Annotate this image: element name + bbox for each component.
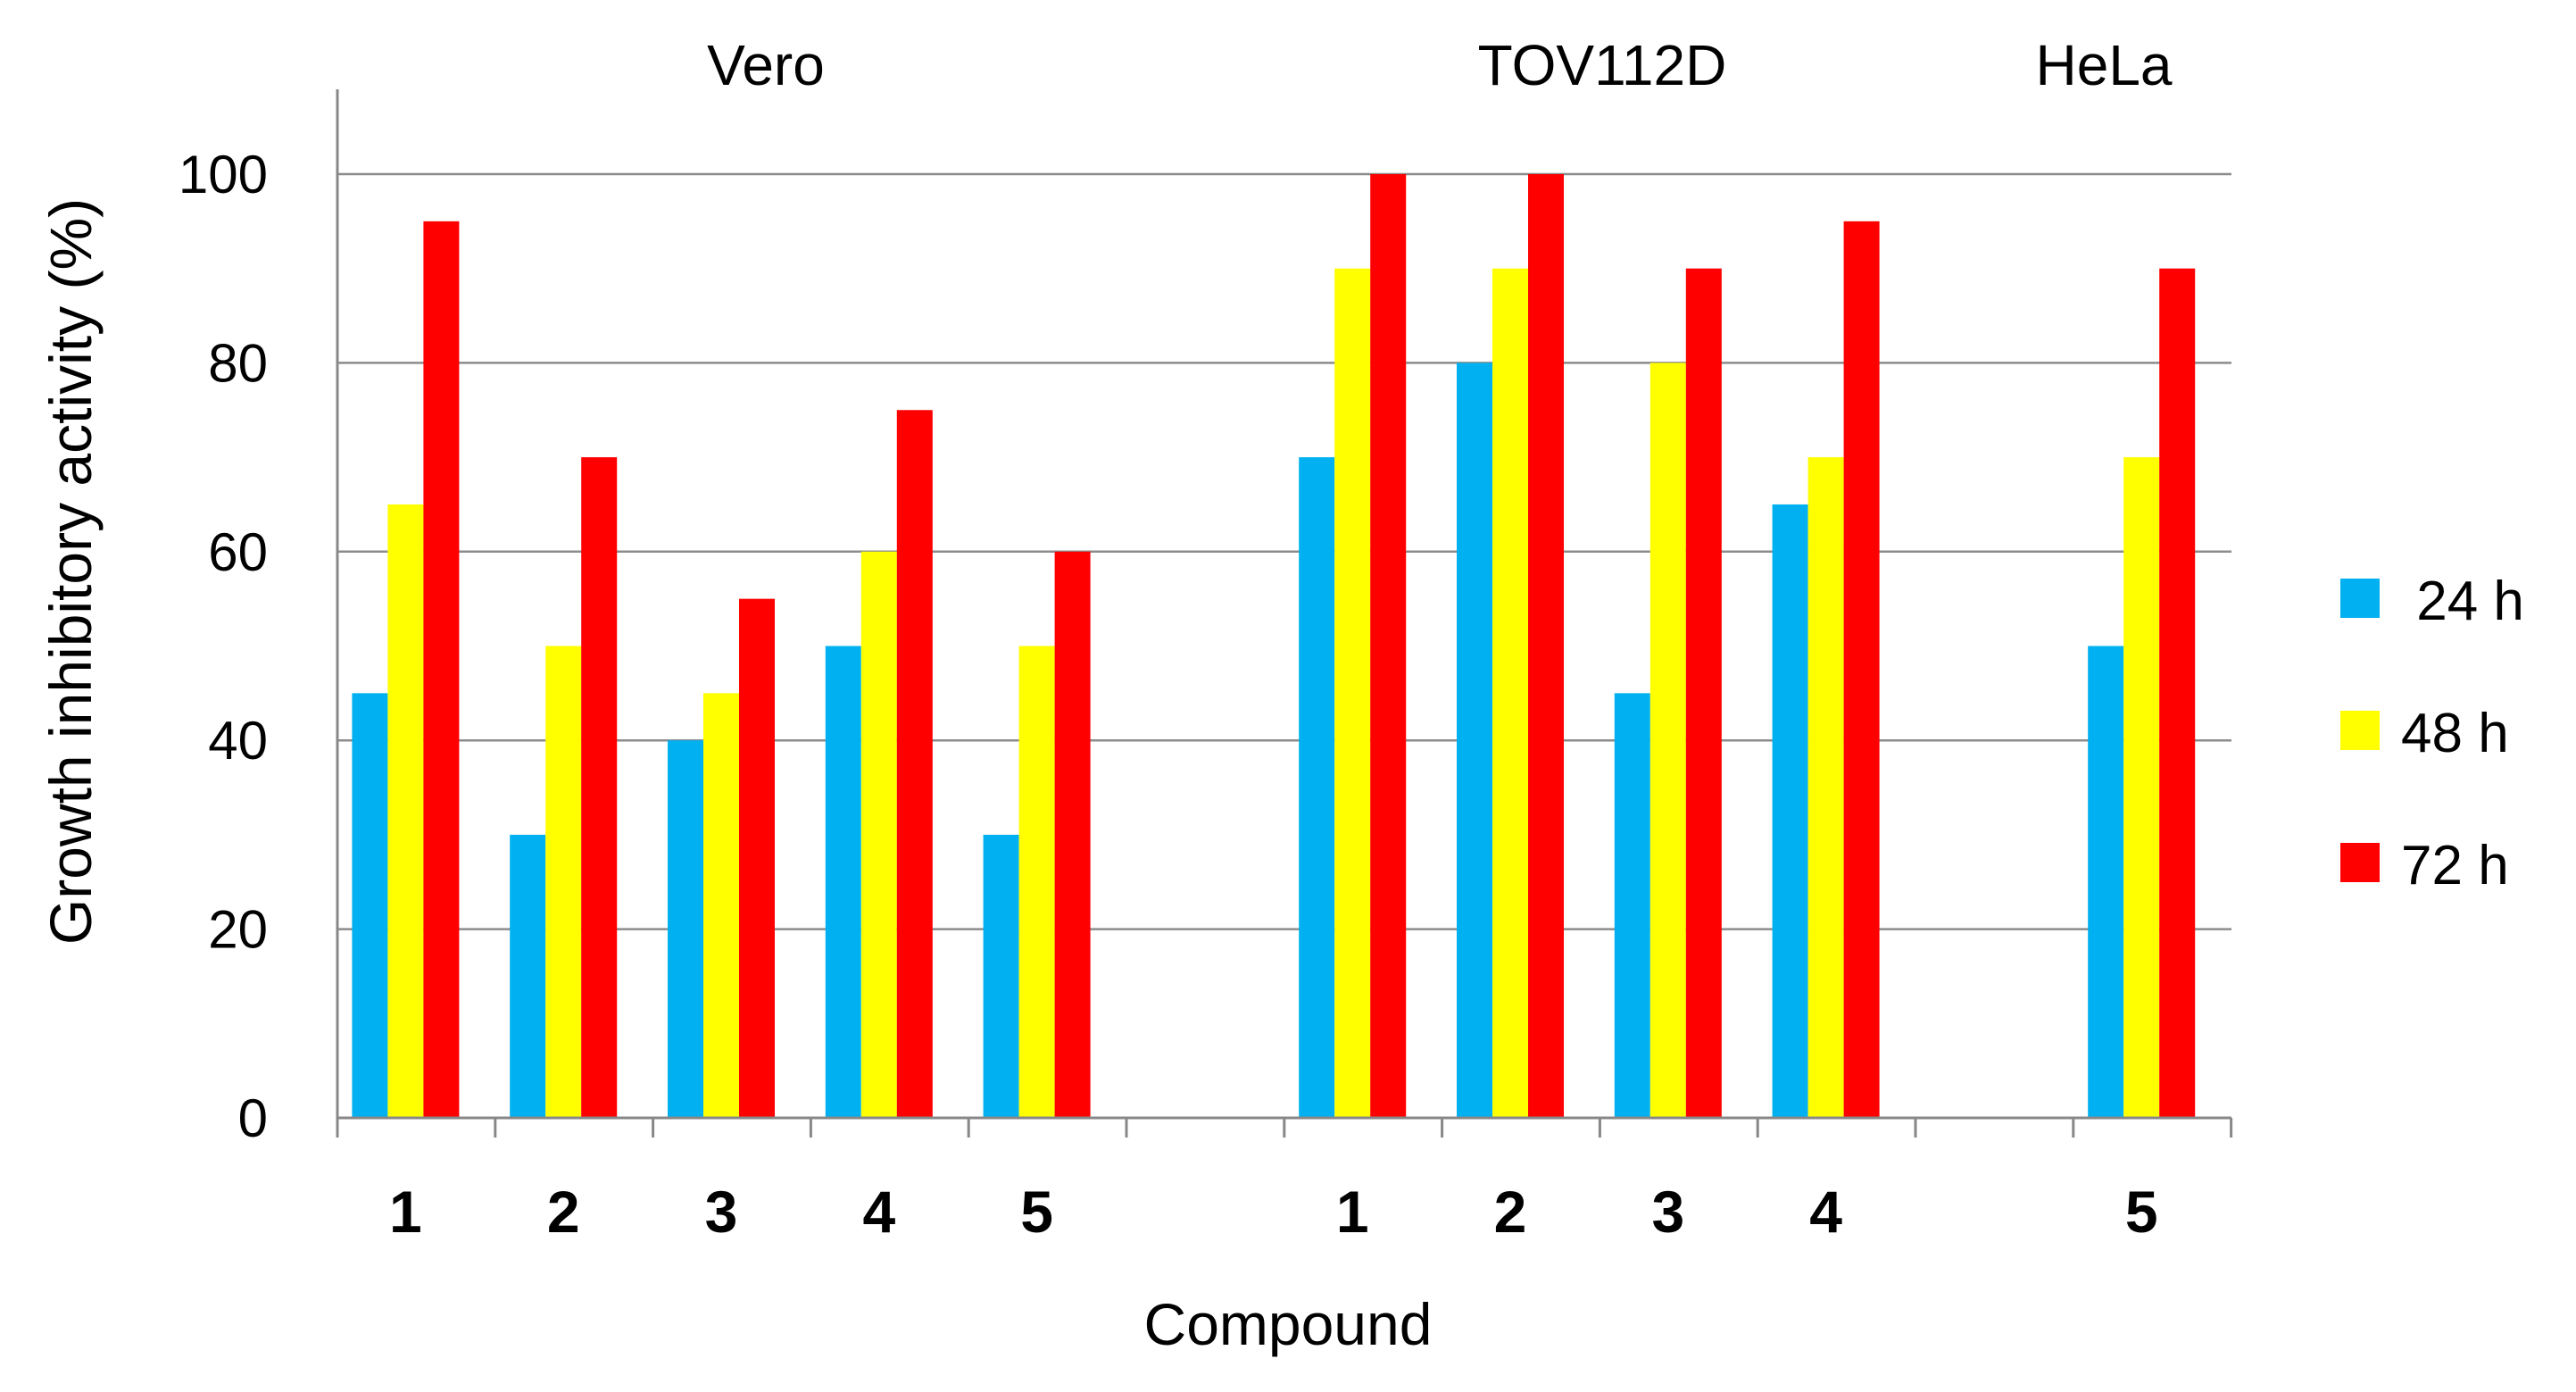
x-tick-label: 5 xyxy=(1020,1179,1053,1245)
bar xyxy=(1457,363,1492,1118)
y-tick-labels: 0 20 40 60 80 100 xyxy=(179,145,268,1148)
bars xyxy=(352,174,2196,1119)
x-tick-label: 3 xyxy=(705,1179,738,1245)
bar xyxy=(545,646,582,1118)
bar xyxy=(1614,693,1650,1118)
bar xyxy=(1299,457,1335,1118)
legend: 24 h 48 h 72 h xyxy=(2340,571,2524,896)
bar xyxy=(2123,457,2160,1118)
bar xyxy=(1018,646,1055,1118)
axes xyxy=(336,89,2231,1120)
legend-label: 72 h xyxy=(2401,835,2509,896)
bar xyxy=(825,646,861,1118)
bar xyxy=(423,221,460,1119)
y-axis-title: Growth inhibitory activity (%) xyxy=(37,198,104,945)
bar xyxy=(1528,174,1564,1118)
legend-swatch xyxy=(2340,711,2380,750)
group-labels: Vero TOV112D HeLa xyxy=(707,33,2173,97)
x-tick-marks xyxy=(336,1118,2233,1138)
bar xyxy=(352,693,388,1118)
x-tick-label: 2 xyxy=(1494,1179,1527,1245)
bar xyxy=(703,693,739,1118)
y-tick-label: 0 xyxy=(238,1088,268,1148)
bar xyxy=(1492,268,1528,1118)
x-tick-label: 4 xyxy=(1809,1179,1842,1245)
x-tick-labels: 1 2 3 4 5 1 2 3 4 5 xyxy=(389,1179,2158,1245)
bar xyxy=(1843,221,1880,1119)
x-tick-label: 5 xyxy=(2125,1179,2158,1245)
bar xyxy=(1649,363,1686,1118)
y-tick-label: 40 xyxy=(208,711,268,771)
bar xyxy=(860,551,897,1118)
x-tick-label: 2 xyxy=(547,1179,580,1245)
bar xyxy=(581,457,618,1118)
bar xyxy=(2088,646,2124,1118)
bar xyxy=(896,410,933,1118)
bar xyxy=(510,834,546,1118)
bar xyxy=(1807,457,1844,1118)
gridlines xyxy=(337,172,2231,930)
y-tick-label: 20 xyxy=(208,900,268,960)
legend-swatch xyxy=(2340,843,2380,882)
bar xyxy=(2159,268,2196,1118)
bar xyxy=(1054,551,1091,1118)
x-tick-label: 3 xyxy=(1651,1179,1684,1245)
bar xyxy=(1772,504,1808,1118)
x-tick-label: 1 xyxy=(1336,1179,1369,1245)
legend-label: 48 h xyxy=(2401,703,2509,764)
bar xyxy=(739,598,775,1118)
group-label: TOV112D xyxy=(1478,33,1727,97)
bar xyxy=(1370,174,1407,1118)
bar xyxy=(668,740,703,1118)
y-tick-label: 100 xyxy=(179,145,268,204)
bar xyxy=(387,504,424,1118)
y-tick-label: 80 xyxy=(208,333,268,393)
legend-swatch xyxy=(2340,579,2380,618)
x-axis-title: Compound xyxy=(1144,1291,1433,1357)
x-tick-label: 4 xyxy=(862,1179,895,1245)
legend-label: 24 h xyxy=(2401,571,2524,632)
bar xyxy=(1685,268,1722,1118)
group-label: HeLa xyxy=(2036,33,2173,97)
x-tick-label: 1 xyxy=(389,1179,422,1245)
group-label: Vero xyxy=(707,33,825,97)
bar xyxy=(983,834,1019,1118)
y-tick-label: 60 xyxy=(208,522,268,582)
bar xyxy=(1334,268,1371,1118)
